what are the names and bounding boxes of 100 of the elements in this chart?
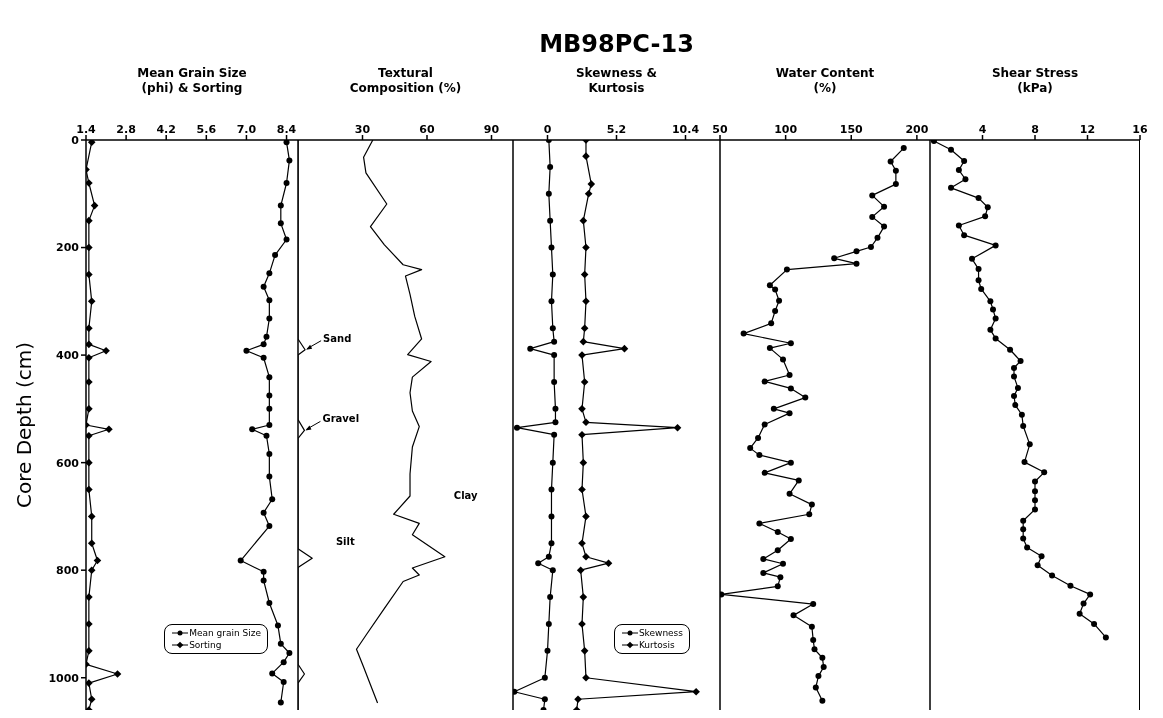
point [574,695,582,704]
x-tick-label: 0 [543,123,552,136]
point [513,424,520,431]
point [547,163,554,170]
point [1032,506,1038,513]
point [756,452,763,459]
point [1011,392,1017,399]
point [777,574,784,581]
point [1012,402,1019,409]
point [1032,497,1038,504]
x-tick-label: 7.0 [236,123,257,136]
point [787,385,794,392]
x-axis-title: Water Content (%) [774,66,876,96]
point [787,459,794,466]
point [604,559,613,567]
point [1021,459,1028,466]
point [955,222,962,229]
legend-label: Mean grain Size [189,627,261,638]
point [881,223,888,230]
point [869,192,876,199]
point [812,684,819,691]
point [780,560,786,567]
x-tick-label: 5.2 [606,123,627,136]
point [756,520,763,527]
point [580,647,589,655]
point [892,167,899,174]
x-tick-label: 60 [419,123,435,136]
point [962,176,969,183]
point [1102,634,1109,641]
point [1080,600,1087,607]
point [881,203,888,210]
point [1007,346,1014,353]
point [1018,411,1025,418]
point [982,213,989,220]
point [551,378,558,385]
y-tick-label: 1000 [48,671,80,685]
point [780,356,786,363]
point [806,511,813,518]
point [552,419,559,426]
point [900,145,907,152]
point [990,306,996,313]
point [579,593,588,601]
point [1041,469,1048,476]
point [975,195,982,202]
legend-label: Sorting [189,639,222,650]
x-tick-label: 90 [483,123,500,136]
x-tick-label: 150 [839,123,864,136]
point [1020,526,1027,533]
point [808,501,815,508]
point [790,612,797,619]
point [1049,572,1056,579]
point [795,477,802,484]
chart-title: MB98PC-13 [538,30,695,58]
point [810,637,817,644]
x-axis-title: Textural Composition (%) [348,66,463,96]
point [548,486,555,493]
point [760,569,767,576]
point [576,566,585,574]
point [579,216,588,225]
y-tick-label: 600 [56,456,80,470]
point [783,266,790,273]
point [770,405,777,412]
point [787,340,794,347]
point [774,529,781,536]
x-tick-label: 30 [354,123,371,136]
point [892,181,899,188]
point [580,270,589,279]
point [772,308,779,314]
point [887,158,894,165]
point [551,352,558,359]
point [987,326,994,333]
point [853,248,860,255]
point [578,430,586,439]
point [766,345,773,352]
point [992,315,999,322]
point [766,282,773,289]
point [584,189,593,198]
point [582,552,590,561]
point [1020,517,1027,524]
point [720,591,725,598]
x-axis-title: Skewness & Kurtosis [574,66,659,96]
point [582,673,590,682]
point [776,297,783,304]
point [1020,535,1027,542]
point [548,298,555,305]
legend-label: Skewness [638,627,683,638]
point [541,674,548,681]
point [1032,488,1038,495]
point [1026,441,1033,448]
x-tick-label: 100 [774,123,798,136]
point [582,243,590,252]
point [761,378,768,385]
point [811,646,818,653]
point [541,696,548,703]
y-tick-label: 400 [56,349,80,362]
point [930,140,937,145]
point [819,697,826,704]
point [1032,478,1038,485]
x-tick-label: 5.6 [196,123,217,136]
x-axis-title: Mean Grain Size (phi) & Sorting [136,66,248,96]
